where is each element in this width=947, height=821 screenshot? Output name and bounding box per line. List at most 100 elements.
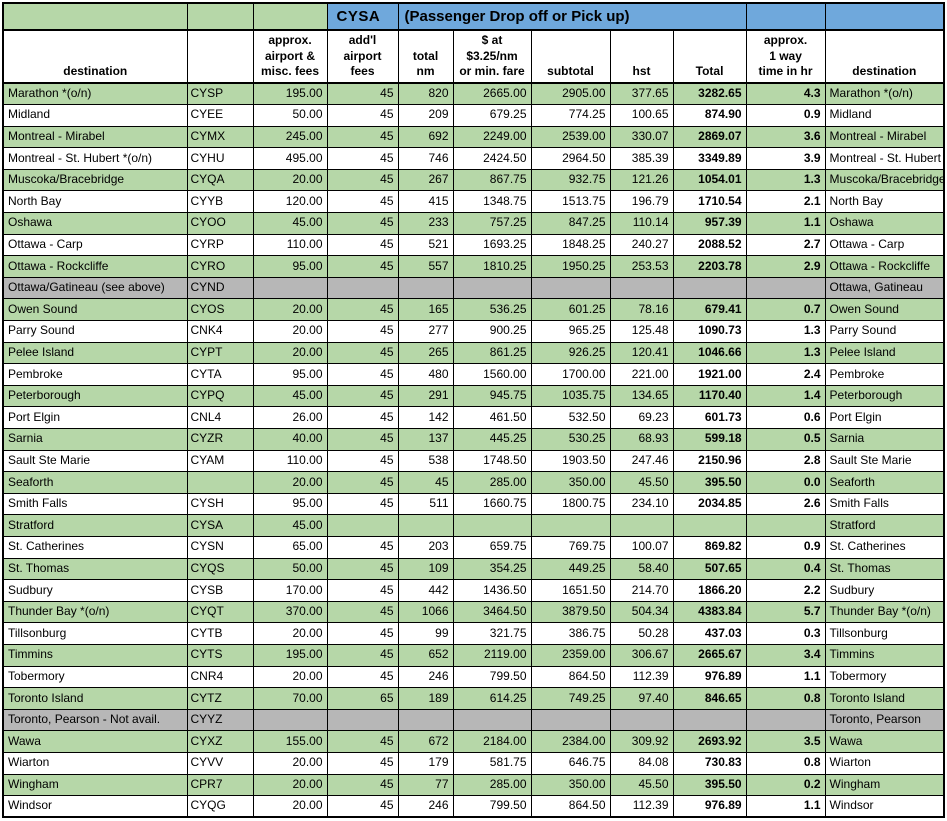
cell-subtotal[interactable]: 646.75	[530, 751, 611, 775]
cell-subtotal[interactable]: 1848.25	[530, 233, 611, 257]
cell-hst[interactable]	[609, 708, 674, 732]
cell-hst[interactable]: 112.39	[609, 795, 674, 818]
cell-fare[interactable]: 536.25	[452, 298, 532, 322]
cell-fare[interactable]: 3464.50	[452, 600, 532, 624]
cell-airport-misc-fees[interactable]: 110.00	[252, 233, 328, 257]
cell-time[interactable]: 2.9	[745, 255, 826, 278]
cell-airport-code[interactable]: CYAM	[186, 449, 254, 473]
cell-total[interactable]: 4383.84	[672, 600, 747, 624]
cell-addl-airport-fees[interactable]: 45	[326, 406, 399, 429]
cell-total[interactable]: 3349.89	[672, 147, 747, 170]
cell-subtotal[interactable]: 386.75	[530, 622, 611, 645]
cell-destination[interactable]: St. Thomas	[2, 557, 188, 581]
cell-time[interactable]: 2.2	[745, 579, 826, 602]
cell-airport-misc-fees[interactable]: 26.00	[252, 406, 328, 429]
cell-total[interactable]: 976.89	[672, 795, 747, 818]
cell-destination-right[interactable]: Wingham	[824, 773, 945, 797]
cell-airport-code[interactable]: CYEE	[186, 104, 254, 127]
cell-time[interactable]: 3.6	[745, 125, 826, 149]
cell-subtotal[interactable]: 926.25	[530, 341, 611, 365]
cell-total-nm[interactable]: 538	[397, 449, 454, 473]
cell-destination[interactable]: Toronto, Pearson - Not avail.	[2, 708, 188, 732]
cell-destination-right[interactable]: Windsor	[824, 795, 945, 818]
cell-total-nm[interactable]: 246	[397, 665, 454, 689]
cell-airport-code[interactable]: CYXZ	[186, 730, 254, 753]
cell-fare[interactable]: 867.75	[452, 168, 532, 192]
cell-airport-misc-fees[interactable]: 20.00	[252, 341, 328, 365]
cell-hst[interactable]: 214.70	[609, 579, 674, 602]
cell-addl-airport-fees[interactable]	[326, 514, 399, 537]
cell-hst[interactable]: 110.14	[609, 212, 674, 235]
cell-fare[interactable]: 900.25	[452, 320, 532, 343]
cell-total-nm[interactable]: 209	[397, 104, 454, 127]
cell-airport-misc-fees[interactable]: 195.00	[252, 643, 328, 667]
cell-destination[interactable]: Parry Sound	[2, 320, 188, 343]
cell-destination-right[interactable]: Pembroke	[824, 363, 945, 386]
cell-addl-airport-fees[interactable]: 45	[326, 643, 399, 667]
cell-time[interactable]: 3.4	[745, 643, 826, 667]
cell-addl-airport-fees[interactable]: 45	[326, 795, 399, 818]
cell-destination[interactable]: Ottawa - Carp	[2, 233, 188, 257]
cell-addl-airport-fees[interactable]: 65	[326, 687, 399, 710]
cell-destination[interactable]: Tillsonburg	[2, 622, 188, 645]
cell-airport-code[interactable]: CYHU	[186, 147, 254, 170]
cell-destination-right[interactable]: Seaforth	[824, 471, 945, 494]
cell-destination[interactable]: Muscoka/Bracebridge	[2, 168, 188, 192]
cell-subtotal[interactable]: 1700.00	[530, 363, 611, 386]
cell-destination[interactable]: Wingham	[2, 773, 188, 797]
cell-airport-misc-fees[interactable]: 170.00	[252, 579, 328, 602]
cell-addl-airport-fees[interactable]: 45	[326, 82, 399, 106]
cell-addl-airport-fees[interactable]: 45	[326, 600, 399, 624]
cell-airport-code[interactable]	[186, 471, 254, 494]
cell-total[interactable]: 957.39	[672, 212, 747, 235]
cell-fare[interactable]	[452, 276, 532, 300]
cell-hst[interactable]: 45.50	[609, 773, 674, 797]
cell-airport-code[interactable]: CYYZ	[186, 708, 254, 732]
cell-total-nm[interactable]: 142	[397, 406, 454, 429]
cell-subtotal[interactable]: 532.50	[530, 406, 611, 429]
cell-total[interactable]: 395.50	[672, 471, 747, 494]
cell-fare[interactable]: 581.75	[452, 751, 532, 775]
cell-addl-airport-fees[interactable]: 45	[326, 255, 399, 278]
cell-hst[interactable]: 385.39	[609, 147, 674, 170]
cell-destination[interactable]: Timmins	[2, 643, 188, 667]
cell-hst[interactable]: 330.07	[609, 125, 674, 149]
cell-destination[interactable]: Owen Sound	[2, 298, 188, 322]
cell-destination[interactable]: Ottawa/Gatineau (see above)	[2, 276, 188, 300]
cell-total[interactable]: 1866.20	[672, 579, 747, 602]
cell-total[interactable]: 1046.66	[672, 341, 747, 365]
cell-hst[interactable]: 247.46	[609, 449, 674, 473]
cell-airport-misc-fees[interactable]: 50.00	[252, 104, 328, 127]
cell-subtotal[interactable]: 864.50	[530, 795, 611, 818]
cell-total[interactable]: 601.73	[672, 406, 747, 429]
cell-airport-code[interactable]: CYSA	[186, 514, 254, 537]
cell-destination[interactable]: Oshawa	[2, 212, 188, 235]
cell-destination[interactable]: Windsor	[2, 795, 188, 818]
cell-addl-airport-fees[interactable]: 45	[326, 298, 399, 322]
cell-destination-right[interactable]: Ottawa - Carp	[824, 233, 945, 257]
cell-fare[interactable]: 445.25	[452, 428, 532, 451]
cell-airport-code[interactable]: CYSB	[186, 579, 254, 602]
cell-airport-misc-fees[interactable]: 95.00	[252, 363, 328, 386]
cell-airport-code[interactable]: CYRP	[186, 233, 254, 257]
cell-airport-code[interactable]: CYPQ	[186, 384, 254, 408]
cell-total-nm[interactable]: 652	[397, 643, 454, 667]
cell-destination[interactable]: Smith Falls	[2, 492, 188, 516]
cell-subtotal[interactable]: 847.25	[530, 212, 611, 235]
cell-subtotal[interactable]: 1035.75	[530, 384, 611, 408]
cell-total-nm[interactable]: 265	[397, 341, 454, 365]
cell-time[interactable]: 0.8	[745, 751, 826, 775]
cell-fare[interactable]: 285.00	[452, 773, 532, 797]
cell-hst[interactable]: 309.92	[609, 730, 674, 753]
cell-destination-right[interactable]: North Bay	[824, 190, 945, 214]
cell-destination-right[interactable]: Oshawa	[824, 212, 945, 235]
cell-destination[interactable]: Toronto Island	[2, 687, 188, 710]
cell-hst[interactable]: 253.53	[609, 255, 674, 278]
cell-time[interactable]: 0.2	[745, 773, 826, 797]
cell-destination-right[interactable]: Sarnia	[824, 428, 945, 451]
cell-destination-right[interactable]: Owen Sound	[824, 298, 945, 322]
cell-time[interactable]: 0.7	[745, 298, 826, 322]
cell-destination-right[interactable]: Peterborough	[824, 384, 945, 408]
cell-hst[interactable]: 78.16	[609, 298, 674, 322]
cell-destination[interactable]: Montreal - Mirabel	[2, 125, 188, 149]
